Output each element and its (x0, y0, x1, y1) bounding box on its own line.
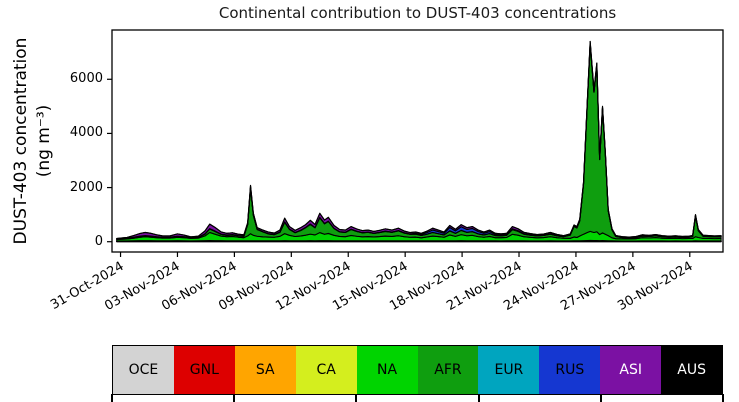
legend-tick (599, 394, 602, 402)
legend-item-NA: NA (356, 346, 418, 394)
y-tick-label: 6000 (69, 71, 103, 87)
legend-item-OCE: OCE (113, 346, 174, 394)
chart-title: Continental contribution to DUST-403 con… (218, 4, 617, 22)
plot-border (111, 29, 724, 253)
legend-item-AFR: AFR (417, 346, 479, 394)
legend-item-RUS: RUS (539, 346, 601, 394)
area-layer-EUR (116, 43, 722, 240)
area-layer-AUS (116, 40, 722, 240)
legend-colorbar: OCE GNL SA CA NA AFR EUR RUS ASI AUS (112, 345, 723, 395)
legend-item-SA: SA (234, 346, 296, 394)
legend-item-EUR: EUR (478, 346, 540, 394)
legend-tick (477, 394, 480, 402)
area-layer-RUS (116, 42, 722, 240)
y-tick-label: 4000 (69, 125, 103, 141)
y-tick-label: 2000 (69, 179, 103, 195)
legend-item-CA: CA (295, 346, 357, 394)
legend-tick (722, 394, 724, 402)
area-layer-AFR (116, 43, 722, 241)
y-tick-label: 0 (94, 233, 103, 249)
legend-tick (355, 394, 358, 402)
legend-item-GNL: GNL (173, 346, 235, 394)
legend-item-ASI: ASI (600, 346, 662, 394)
legend-tick (111, 394, 113, 402)
legend-item-AUS: AUS (661, 346, 723, 394)
area-layer-ASI (116, 40, 722, 240)
legend-tick (233, 394, 236, 402)
